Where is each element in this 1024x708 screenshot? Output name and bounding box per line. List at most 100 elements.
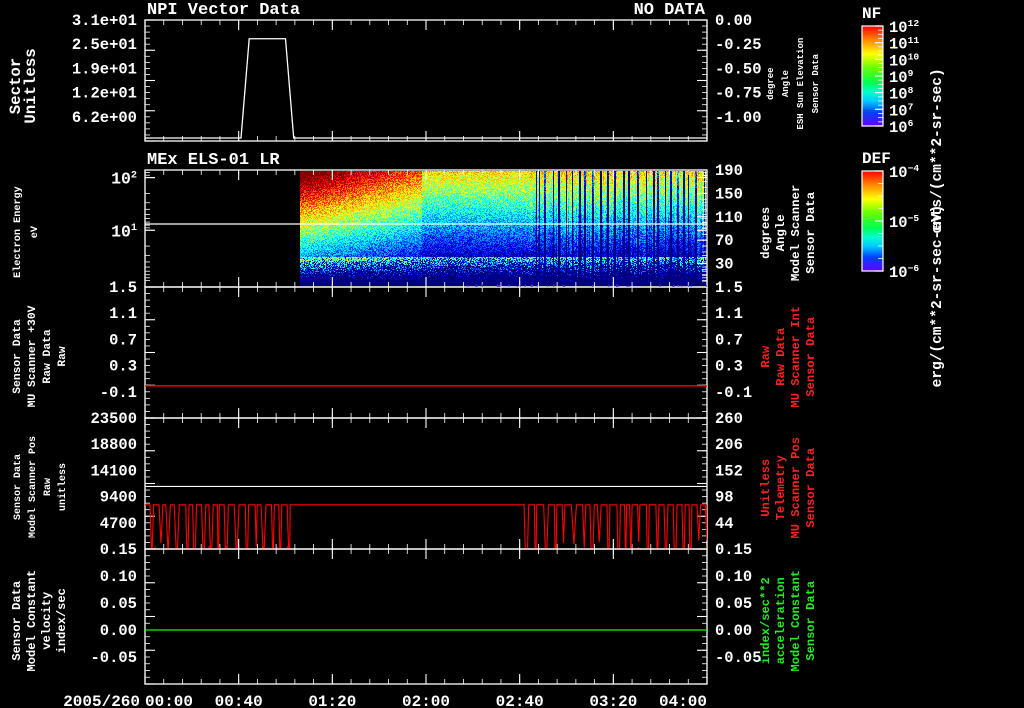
svg-text:-0.75: -0.75 bbox=[715, 85, 762, 103]
svg-text:NF: NF bbox=[862, 5, 881, 23]
svg-text:110: 110 bbox=[715, 209, 743, 227]
svg-text:Sensor Data: Sensor Data bbox=[804, 581, 818, 661]
svg-text:0.05: 0.05 bbox=[100, 595, 137, 613]
svg-text:2.5e+01: 2.5e+01 bbox=[72, 36, 137, 54]
svg-text:02:40: 02:40 bbox=[496, 693, 544, 708]
svg-text:00:40: 00:40 bbox=[215, 693, 263, 708]
svg-text:0.10: 0.10 bbox=[100, 568, 137, 586]
svg-text:2005/260: 2005/260 bbox=[63, 693, 140, 708]
svg-text:101: 101 bbox=[111, 222, 137, 241]
svg-text:-0.25: -0.25 bbox=[715, 36, 762, 54]
svg-text:Raw: Raw bbox=[57, 346, 69, 367]
svg-text:02:00: 02:00 bbox=[402, 693, 450, 708]
svg-text:MU Scanner Pos: MU Scanner Pos bbox=[789, 437, 803, 539]
svg-text:1010: 1010 bbox=[889, 51, 919, 70]
svg-text:index/sec: index/sec bbox=[55, 588, 69, 653]
svg-text:3.1e+01: 3.1e+01 bbox=[72, 12, 137, 30]
svg-text:Model Constant: Model Constant bbox=[789, 570, 803, 672]
svg-text:0.3: 0.3 bbox=[715, 358, 743, 376]
svg-text:Sensor Data: Sensor Data bbox=[811, 53, 821, 113]
svg-text:Sensor Data: Sensor Data bbox=[804, 317, 818, 397]
svg-text:70: 70 bbox=[715, 232, 734, 250]
svg-text:04:00: 04:00 bbox=[659, 693, 707, 708]
svg-text:ESH Sun Elevation: ESH Sun Elevation bbox=[796, 38, 806, 130]
svg-text:4700: 4700 bbox=[100, 515, 137, 533]
svg-text:Sensor Data: Sensor Data bbox=[10, 581, 24, 661]
svg-text:-0.1: -0.1 bbox=[100, 384, 137, 402]
svg-text:1.1: 1.1 bbox=[109, 305, 137, 323]
svg-text:-1.00: -1.00 bbox=[715, 109, 762, 127]
svg-text:6.2e+00: 6.2e+00 bbox=[72, 109, 137, 127]
svg-text:MU Scanner Int: MU Scanner Int bbox=[789, 306, 803, 408]
svg-text:0.15: 0.15 bbox=[100, 541, 137, 559]
svg-text:eV: eV bbox=[30, 225, 41, 238]
svg-text:206: 206 bbox=[715, 436, 743, 454]
svg-text:index/sec**2: index/sec**2 bbox=[759, 577, 773, 664]
svg-text:DEF: DEF bbox=[862, 150, 891, 168]
svg-text:-0.05: -0.05 bbox=[90, 649, 137, 667]
svg-text:Unitless: Unitless bbox=[759, 459, 773, 517]
svg-text:0.15: 0.15 bbox=[715, 541, 752, 559]
svg-text:1.5: 1.5 bbox=[715, 279, 743, 297]
svg-text:Sensor Data: Sensor Data bbox=[804, 448, 818, 528]
svg-text:152: 152 bbox=[715, 462, 743, 480]
svg-text:Sensor Data: Sensor Data bbox=[13, 454, 24, 520]
svg-text:Model Scanner: Model Scanner bbox=[789, 185, 803, 282]
svg-text:18800: 18800 bbox=[90, 436, 137, 454]
svg-text:Model Constant: Model Constant bbox=[25, 570, 39, 672]
svg-text:Unitless: Unitless bbox=[22, 48, 40, 123]
svg-text:Electron Energy: Electron Energy bbox=[12, 186, 24, 278]
svg-text:Raw Data: Raw Data bbox=[774, 328, 788, 386]
svg-text:10−4: 10−4 bbox=[889, 163, 919, 182]
svg-text:190: 190 bbox=[715, 162, 743, 180]
svg-text:NO DATA: NO DATA bbox=[634, 1, 706, 20]
svg-text:0.00: 0.00 bbox=[715, 622, 752, 640]
svg-text:0.00: 0.00 bbox=[715, 12, 752, 30]
svg-text:1.9e+01: 1.9e+01 bbox=[72, 60, 137, 78]
svg-text:Sensor Data: Sensor Data bbox=[12, 319, 24, 394]
svg-text:106: 106 bbox=[889, 118, 914, 137]
svg-text:150: 150 bbox=[715, 185, 743, 203]
svg-text:102: 102 bbox=[111, 170, 137, 189]
svg-text:degrees: degrees bbox=[759, 207, 773, 259]
svg-text:14100: 14100 bbox=[90, 462, 137, 480]
svg-text:Sensor Data: Sensor Data bbox=[804, 191, 818, 273]
svg-text:01:20: 01:20 bbox=[308, 693, 356, 708]
svg-text:1.2e+01: 1.2e+01 bbox=[72, 85, 137, 103]
svg-text:00:00: 00:00 bbox=[145, 693, 193, 708]
svg-text:-0.05: -0.05 bbox=[715, 649, 762, 667]
svg-text:03:20: 03:20 bbox=[589, 693, 637, 708]
svg-text:Raw: Raw bbox=[43, 478, 54, 496]
svg-text:-0.50: -0.50 bbox=[715, 60, 762, 78]
svg-text:NPI Vector Data: NPI Vector Data bbox=[147, 1, 300, 20]
svg-text:98: 98 bbox=[715, 489, 734, 507]
svg-text:erg/(cm**2-sr-sec-eV): erg/(cm**2-sr-sec-eV) bbox=[930, 205, 946, 388]
svg-text:9400: 9400 bbox=[100, 489, 137, 507]
svg-text:-0.1: -0.1 bbox=[715, 384, 752, 402]
svg-text:260: 260 bbox=[715, 410, 743, 428]
svg-text:MEx ELS-01 LR: MEx ELS-01 LR bbox=[147, 151, 280, 170]
svg-text:1.1: 1.1 bbox=[715, 305, 743, 323]
svg-text:MU Scanner +30V: MU Scanner +30V bbox=[27, 305, 39, 407]
svg-text:Model Scanner Pos: Model Scanner Pos bbox=[27, 436, 39, 538]
svg-text:acceleration: acceleration bbox=[774, 577, 788, 664]
svg-text:Angle: Angle bbox=[774, 214, 788, 251]
svg-text:Telemetry: Telemetry bbox=[774, 454, 788, 520]
svg-text:Raw Data: Raw Data bbox=[42, 329, 54, 383]
svg-text:0.00: 0.00 bbox=[100, 622, 137, 640]
svg-text:unitless: unitless bbox=[57, 463, 69, 511]
svg-text:10−6: 10−6 bbox=[889, 263, 919, 282]
svg-text:44: 44 bbox=[715, 515, 734, 533]
svg-text:0.05: 0.05 bbox=[715, 595, 752, 613]
svg-text:10−5: 10−5 bbox=[889, 213, 919, 232]
svg-text:1.5: 1.5 bbox=[109, 279, 137, 297]
svg-text:0.7: 0.7 bbox=[715, 331, 743, 349]
svg-text:velocity: velocity bbox=[40, 591, 54, 650]
svg-text:23500: 23500 bbox=[90, 410, 137, 428]
svg-text:0.3: 0.3 bbox=[109, 358, 137, 376]
svg-text:Raw: Raw bbox=[759, 345, 773, 368]
svg-text:Angle: Angle bbox=[781, 70, 791, 97]
svg-text:degree: degree bbox=[766, 67, 776, 99]
svg-text:30: 30 bbox=[715, 256, 734, 274]
svg-text:0.7: 0.7 bbox=[109, 331, 137, 349]
